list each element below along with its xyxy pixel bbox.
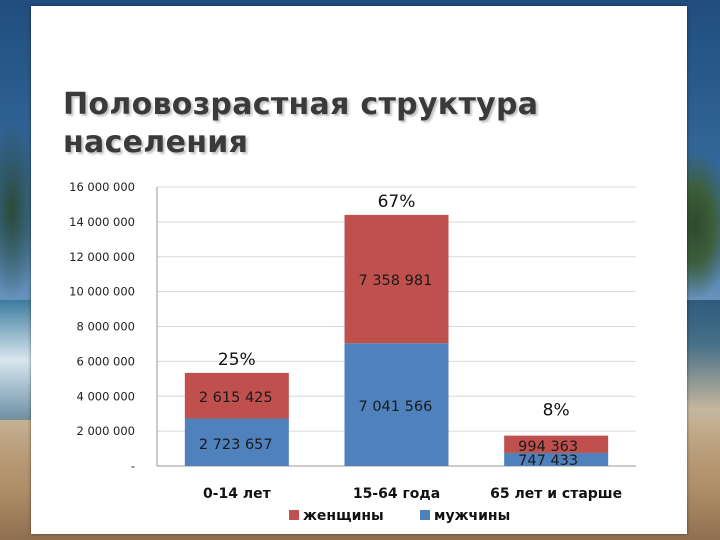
y-tick-label: 16 000 000 bbox=[69, 180, 135, 194]
legend-label: мужчины bbox=[434, 508, 510, 524]
x-category-label: 65 лет и старше bbox=[490, 486, 622, 502]
percent-label: 25% bbox=[218, 350, 256, 370]
percent-label: 8% bbox=[543, 400, 570, 420]
y-tick-label: - bbox=[131, 459, 135, 473]
bar-women-2 bbox=[504, 435, 609, 453]
y-tick-label: 6 000 000 bbox=[76, 354, 135, 368]
bar-women-0 bbox=[184, 372, 289, 419]
bar-women-1 bbox=[344, 214, 449, 344]
bar-men-2 bbox=[504, 452, 609, 466]
y-tick-label: 10 000 000 bbox=[69, 285, 135, 299]
y-tick-label: 8 000 000 bbox=[76, 320, 135, 334]
y-tick-label: 4 000 000 bbox=[76, 389, 135, 403]
data-label-men: 2 723 657 bbox=[199, 437, 273, 453]
y-tick-label: 2 000 000 bbox=[76, 424, 135, 438]
slide-title: Половозрастная структура населения bbox=[63, 87, 539, 160]
x-category-label: 15-64 года bbox=[353, 486, 440, 502]
legend-label: женщины bbox=[303, 508, 384, 524]
percent-label: 67% bbox=[378, 192, 416, 212]
y-tick-label: 12 000 000 bbox=[69, 250, 135, 264]
x-category-label: 0-14 лет bbox=[203, 486, 272, 502]
y-tick-label: 14 000 000 bbox=[69, 215, 135, 229]
bar-men-0 bbox=[184, 418, 289, 466]
legend-swatch-0 bbox=[289, 510, 299, 520]
data-label-women: 7 358 981 bbox=[359, 273, 433, 289]
bar-men-1 bbox=[344, 343, 449, 466]
data-label-women: 994 363 bbox=[518, 439, 578, 455]
legend-swatch-1 bbox=[420, 510, 430, 520]
data-label-men: 747 433 bbox=[518, 453, 578, 469]
data-label-men: 7 041 566 bbox=[359, 399, 433, 415]
data-label-women: 2 615 425 bbox=[199, 390, 273, 406]
